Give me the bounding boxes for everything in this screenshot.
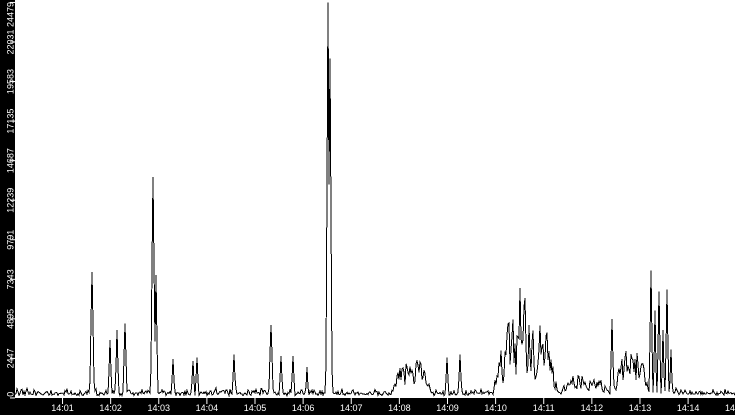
svg-text:17135: 17135 [5,109,15,134]
svg-text:0: 0 [5,392,15,397]
svg-text:4895: 4895 [5,309,15,329]
svg-text:9791: 9791 [5,230,15,250]
svg-text:14:14: 14:14 [677,403,700,413]
svg-text:14:07: 14:07 [340,403,363,413]
svg-text:22031: 22031 [5,29,15,54]
svg-text:7343: 7343 [5,269,15,289]
svg-text:14:03: 14:03 [148,403,171,413]
svg-text:14:04: 14:04 [196,403,219,413]
svg-text:24479: 24479 [5,2,15,27]
svg-text:14:10: 14:10 [484,403,507,413]
svg-text:14:05: 14:05 [244,403,267,413]
svg-text:14:15: 14:15 [725,403,735,413]
svg-text:14:06: 14:06 [292,403,315,413]
svg-text:14:09: 14:09 [436,403,459,413]
svg-text:14:02: 14:02 [99,403,122,413]
svg-text:14:12: 14:12 [581,403,604,413]
svg-text:19583: 19583 [5,69,15,94]
svg-text:12239: 12239 [5,188,15,213]
svg-text:2447: 2447 [5,348,15,368]
svg-text:14:13: 14:13 [629,403,652,413]
svg-text:14:01: 14:01 [51,403,74,413]
svg-text:14:11: 14:11 [533,403,555,413]
svg-text:14:08: 14:08 [388,403,411,413]
svg-text:14687: 14687 [5,148,15,173]
